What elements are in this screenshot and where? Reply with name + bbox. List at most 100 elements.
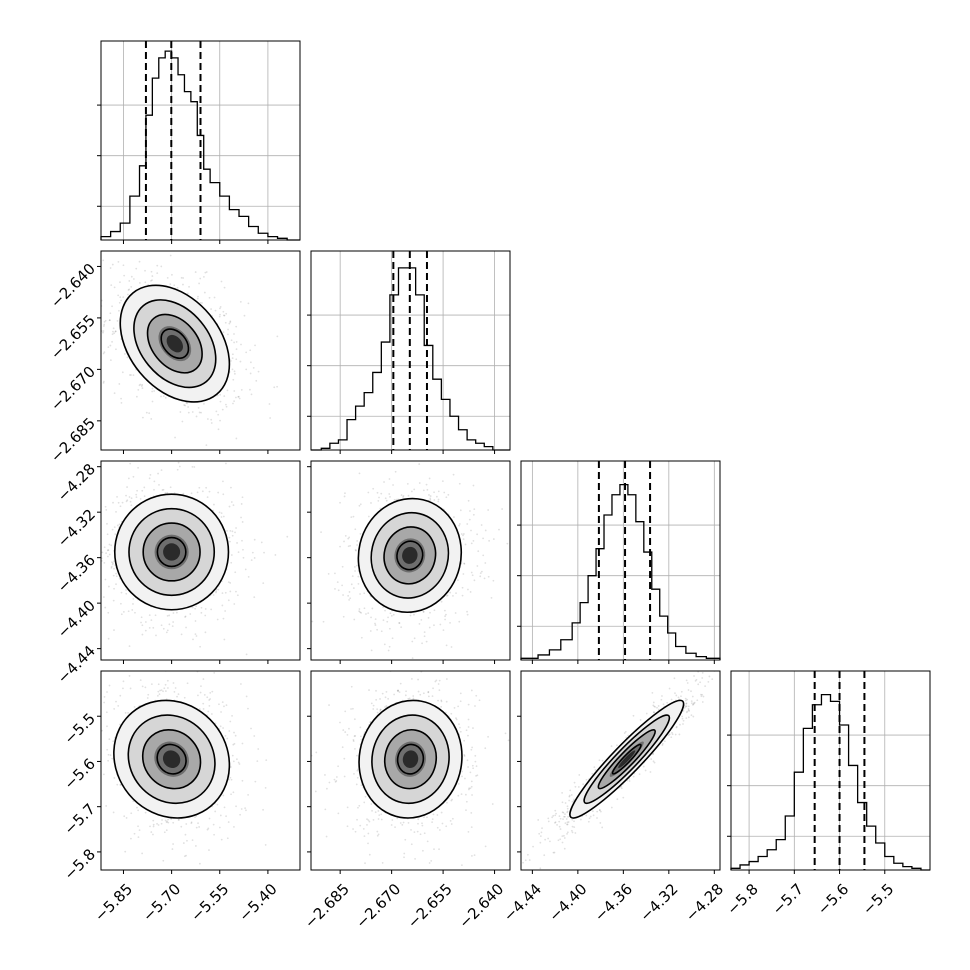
scatter-point [198, 708, 201, 710]
scatter-point [107, 637, 110, 640]
scatter-point [200, 685, 202, 687]
scatter-point [413, 488, 416, 491]
scatter-point [404, 838, 407, 841]
density-content [101, 254, 279, 446]
scatter-point [384, 706, 386, 708]
scatter-point [112, 562, 114, 565]
scatter-point [113, 286, 116, 289]
scatter-point [423, 832, 426, 835]
scatter-point [190, 822, 193, 825]
contour-line [146, 313, 203, 374]
contour-line [371, 714, 450, 805]
scatter-point [194, 620, 197, 622]
scatter-point [111, 333, 114, 336]
scatter-point [204, 631, 207, 634]
scatter-point [410, 843, 413, 846]
scatter-point [465, 729, 468, 732]
scatter-point [114, 330, 117, 333]
scatter-point [417, 818, 420, 821]
scatter-point [130, 504, 133, 507]
scatter-point [119, 783, 122, 786]
scatter-point [351, 707, 354, 710]
scatter-point [567, 815, 569, 818]
scatter-point [588, 817, 591, 820]
scatter-point [381, 692, 384, 695]
scatter-point [244, 807, 247, 810]
scatter-point [225, 815, 227, 818]
panel-frame [310, 670, 511, 871]
scatter-point [119, 723, 121, 726]
scatter-point [160, 624, 163, 627]
scatter-point [253, 596, 256, 599]
scatter-point [109, 267, 112, 269]
scatter-point [440, 700, 443, 703]
scatter-point [249, 372, 252, 375]
scatter-point [475, 765, 478, 768]
scatter-point [123, 274, 126, 277]
scatter-point [440, 699, 443, 702]
scatter-point [398, 622, 401, 624]
scatter-point [193, 466, 196, 468]
scatter-point [92, 751, 94, 753]
scatter-point [184, 616, 186, 618]
scatter-point [173, 690, 176, 693]
scatter-point [399, 682, 402, 685]
scatter-point [241, 742, 244, 745]
scatter-point [445, 644, 448, 647]
scatter-point [111, 340, 113, 343]
scatter-point [115, 511, 117, 513]
scatter-point [507, 739, 510, 742]
scatter-point [363, 801, 366, 804]
scatter-point [423, 631, 426, 634]
scatter-point [178, 818, 180, 821]
scatter-point [231, 534, 234, 537]
scatter-point [354, 830, 357, 833]
scatter-point [103, 546, 106, 549]
scatter-point [687, 709, 690, 712]
scatter-point [115, 583, 117, 586]
scatter-point [240, 516, 242, 519]
scatter-point [467, 734, 469, 737]
scatter-point [449, 591, 452, 594]
scatter-point [344, 534, 347, 537]
scatter-point [141, 387, 144, 390]
scatter-point [417, 663, 419, 665]
scatter-point [347, 545, 350, 548]
scatter-point [570, 829, 573, 832]
scatter-point [130, 285, 133, 288]
scatter-point [102, 331, 104, 334]
scatter-point [685, 717, 688, 720]
scatter-point [92, 749, 94, 751]
scatter-point [209, 698, 212, 700]
scatter-point [138, 384, 141, 387]
scatter-point [194, 845, 197, 847]
scatter-point [112, 740, 115, 743]
scatter-point [652, 711, 655, 714]
scatter-point [172, 843, 174, 845]
scatter-point [398, 691, 401, 694]
scatter-point [117, 294, 120, 297]
scatter-point [366, 823, 368, 826]
scatter-point [472, 539, 475, 542]
scatter-point [201, 490, 204, 493]
scatter-point [83, 548, 85, 550]
scatter-point [350, 685, 353, 688]
scatter-point [115, 575, 118, 578]
scatter-point [230, 501, 233, 503]
scatter-point [237, 661, 239, 663]
scatter-point [422, 489, 425, 492]
scatter-point [458, 723, 460, 726]
scatter-point [138, 260, 141, 263]
scatter-point [200, 611, 203, 614]
scatter-point [130, 275, 133, 278]
scatter-point [220, 711, 222, 713]
scatter-point [322, 620, 325, 623]
scatter-point [274, 554, 277, 556]
scatter-point [356, 544, 358, 546]
scatter-point [106, 748, 109, 751]
scatter-point [459, 730, 462, 733]
scatter-point [477, 550, 480, 553]
contour-line [113, 699, 231, 819]
scatter-point [452, 594, 454, 597]
scatter-point [206, 418, 209, 420]
